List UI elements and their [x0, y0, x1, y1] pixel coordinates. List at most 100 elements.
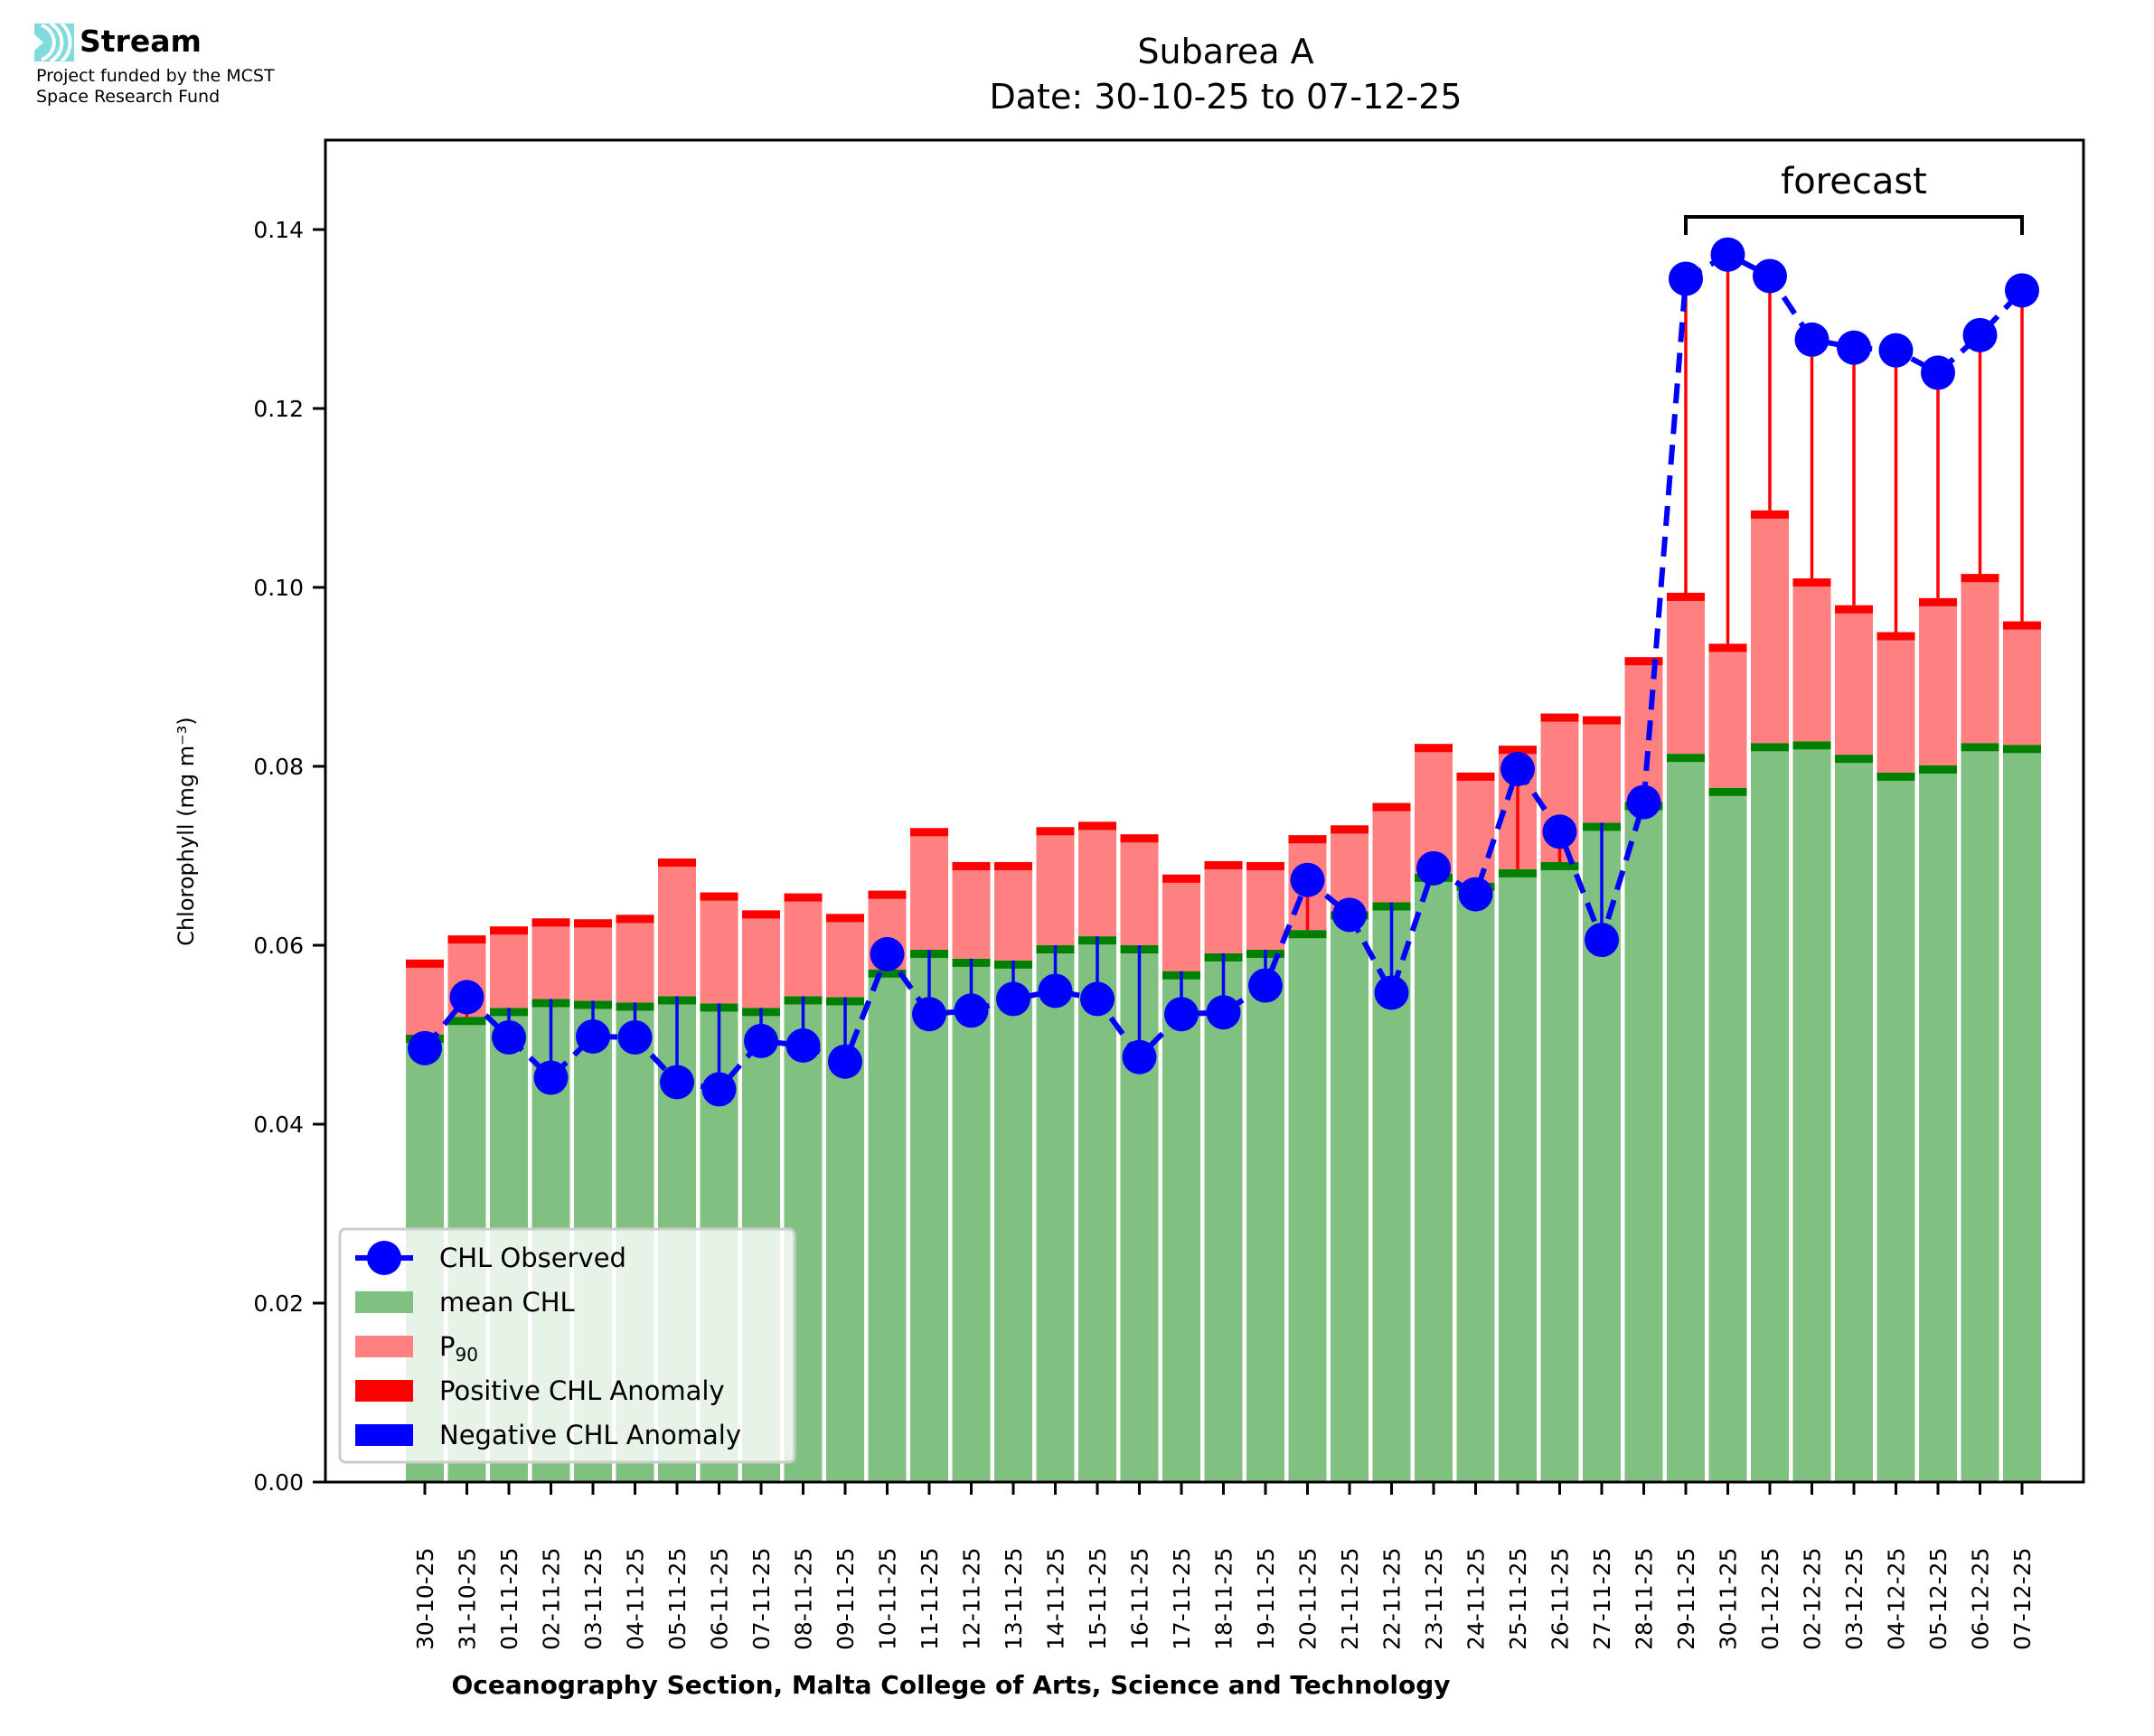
axes-frame [324, 138, 2085, 1484]
x-tick-label: 09-11-25 [832, 1548, 859, 1650]
observed-point [492, 1019, 526, 1055]
p90-bar [952, 861, 991, 959]
legend-label: Positive CHL Anomaly [439, 1375, 725, 1406]
p90-cap [1204, 860, 1243, 869]
mean-bar [1708, 787, 1747, 1482]
mean-cap [1919, 765, 1957, 774]
p90-bar [994, 861, 1032, 961]
p90-cap [1036, 827, 1075, 836]
mean-cap [1667, 754, 1705, 763]
observed-point [828, 1044, 862, 1079]
x-tick-label: 13-11-25 [1001, 1548, 1027, 1650]
legend-patch-icon [355, 1380, 413, 1402]
p90-cap [1120, 834, 1159, 843]
p90-bar [742, 910, 780, 1009]
observed-point [1080, 981, 1115, 1017]
y-axis-label: Chlorophyll (mg m⁻³) [174, 717, 199, 946]
p90-bar [658, 858, 696, 997]
p90-bar [1456, 772, 1495, 883]
funding-line-2: Space Research Fund [36, 87, 221, 107]
p90-cap [1162, 874, 1200, 883]
p90-cap [1961, 574, 1999, 583]
y-tick-label: 0.12 [253, 396, 304, 422]
p90-cap [658, 858, 696, 867]
observed-point [576, 1018, 610, 1054]
x-tick-label: 06-11-25 [707, 1548, 733, 1650]
mean-cap [1540, 861, 1579, 870]
observed-point [1794, 322, 1829, 357]
x-tick-label: 28-11-25 [1632, 1548, 1658, 1650]
p90-cap [910, 828, 948, 837]
observed-point [1374, 975, 1409, 1010]
observed-point [1416, 850, 1451, 886]
observed-point [1669, 261, 1703, 296]
p90-cap [952, 861, 991, 870]
p90-cap [1792, 578, 1831, 587]
mean-bar [1078, 936, 1116, 1482]
funding-note: Project funded by the MCST Space Researc… [36, 66, 380, 108]
observed-point [1500, 751, 1535, 786]
observed-point [1710, 237, 1745, 272]
p90-bar [1708, 643, 1747, 788]
mean-bar [1162, 971, 1200, 1482]
x-tick-label: 23-11-25 [1421, 1548, 1447, 1650]
p90-bar [1246, 861, 1284, 950]
p90-cap [1288, 835, 1327, 844]
x-tick-label: 16-11-25 [1127, 1548, 1153, 1650]
p90-bar [700, 892, 738, 1004]
x-tick-label: 05-12-25 [1925, 1548, 1952, 1650]
x-tick-label: 31-10-25 [455, 1548, 481, 1650]
mean-cap [1877, 772, 1915, 781]
mean-cap [1961, 743, 1999, 752]
mean-cap [1835, 755, 1873, 764]
p90-bar [1120, 834, 1159, 945]
p90-bar [826, 914, 864, 998]
chart-subtitle: Date: 30-10-25 to 07-12-25 [990, 77, 1463, 117]
p90-bar [531, 918, 570, 999]
observed-point [870, 936, 905, 971]
x-tick-label: 12-11-25 [959, 1548, 985, 1650]
observed-point [1458, 877, 1493, 912]
observed-point [1585, 923, 1619, 958]
forecast-bracket: forecast [1684, 161, 2024, 235]
mean-cap [1499, 868, 1537, 877]
mean-cap [1751, 743, 1789, 752]
mean-bar [1877, 772, 1915, 1482]
mean-bar [1036, 945, 1075, 1482]
observed-point [1837, 330, 1871, 365]
observed-point [1290, 862, 1325, 897]
p90-cap [1751, 510, 1789, 519]
mean-bar [1288, 930, 1327, 1482]
p90-bar [1624, 657, 1663, 802]
observed-point [996, 981, 1030, 1017]
x-tick-label: 27-11-25 [1589, 1548, 1615, 1650]
p90-bar [2003, 621, 2041, 746]
x-tick-label: 06-12-25 [1968, 1548, 1994, 1650]
logo-text: Stream [80, 23, 202, 59]
mean-cap [868, 969, 907, 978]
x-tick-label: 30-10-25 [412, 1548, 438, 1650]
y-tick-label: 0.02 [253, 1290, 304, 1317]
p90-bar [1961, 574, 1999, 744]
mean-bar [910, 949, 948, 1482]
mean-cap [1288, 930, 1327, 939]
stream-logo-icon [34, 22, 74, 63]
mean-bar [994, 960, 1032, 1482]
mean-bar [1499, 868, 1537, 1482]
p90-bar [1835, 605, 1873, 755]
mean-bar [952, 958, 991, 1482]
observed-point [1248, 968, 1283, 1003]
p90-cap [1919, 597, 1957, 606]
y-axis: 0.00 0.02 0.04 0.06 0.08 0.10 0.12 0.14 [253, 217, 325, 1496]
p90-cap [1246, 861, 1284, 870]
x-tick-label: 11-11-25 [917, 1548, 943, 1650]
x-tick-label: 15-11-25 [1085, 1548, 1111, 1650]
observed-point [1753, 258, 1787, 294]
p90-cap [447, 935, 486, 944]
p90-cap [490, 926, 528, 935]
x-tick-label: 26-11-25 [1547, 1548, 1574, 1650]
p90-cap [406, 959, 444, 968]
p90-cap [1708, 643, 1747, 652]
p90-cap [1624, 657, 1663, 666]
